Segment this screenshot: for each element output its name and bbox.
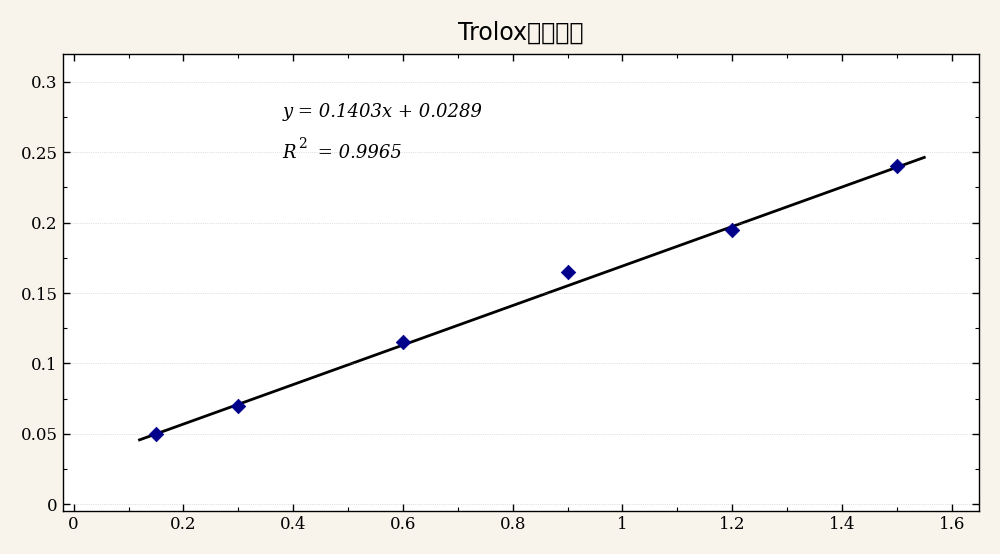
Point [395,338,411,347]
Point [230,401,246,410]
Point [889,162,905,171]
Point [560,268,576,276]
Text: 2: 2 [298,137,306,151]
Title: Trolox标准曲线: Trolox标准曲线 [458,21,584,45]
Point [724,225,740,234]
Text: = 0.9965: = 0.9965 [312,144,402,162]
Text: y = 0.1403x + 0.0289: y = 0.1403x + 0.0289 [282,103,482,121]
Point [148,429,164,438]
Text: R: R [282,144,296,162]
